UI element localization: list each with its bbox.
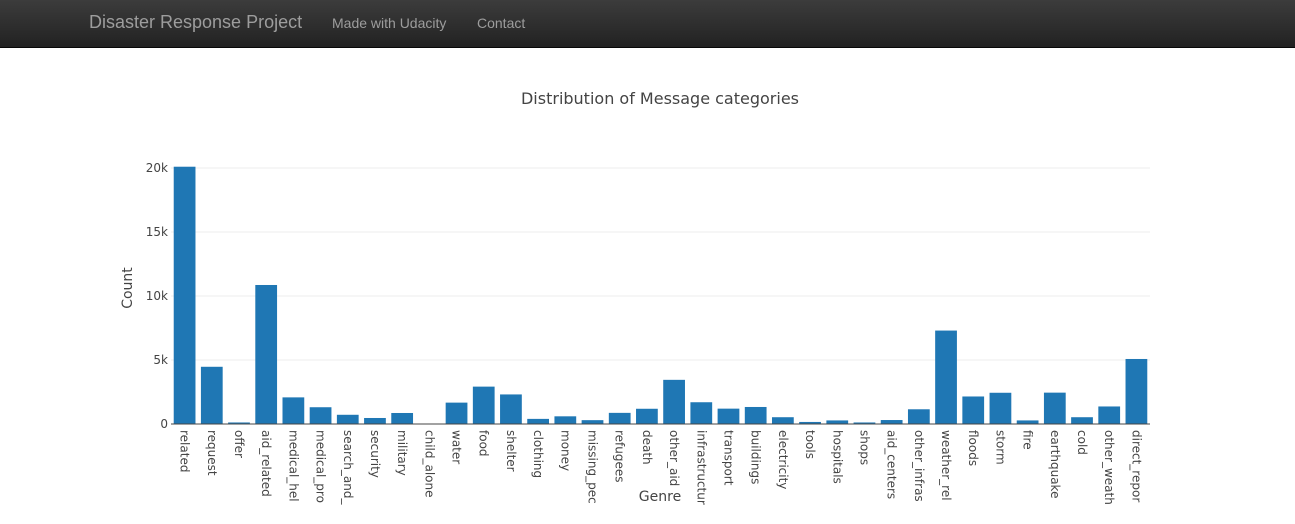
bar [799, 421, 821, 424]
bar [1125, 358, 1148, 424]
x-tick-label: search_and_ [341, 430, 355, 505]
nav-link-udacity[interactable]: Made with Udacity [332, 15, 447, 31]
x-tick-label: weather_rel [939, 430, 953, 501]
bar [771, 417, 794, 424]
x-tick-label: medical_pro [314, 430, 328, 503]
bar [255, 284, 278, 424]
x-tick-label: medical_hel [286, 430, 300, 502]
nav-link-contact[interactable]: Contact [477, 15, 526, 31]
bar [853, 422, 876, 424]
bar [527, 418, 550, 424]
x-tick-label: other_infras [912, 430, 926, 502]
x-tick-label: aid_centers [885, 430, 899, 499]
bar [472, 386, 495, 424]
bar [228, 422, 250, 424]
x-tick-label: child_alone [422, 430, 436, 498]
bar [282, 397, 305, 424]
bar [636, 408, 658, 424]
y-tick-label: 10k [146, 289, 168, 303]
x-tick-label: offer [232, 430, 246, 458]
navbar: Disaster Response Project Made with Udac… [0, 0, 1295, 48]
x-tick-label: earthquake [1048, 430, 1062, 498]
bar [935, 330, 957, 424]
bar [391, 412, 414, 424]
bar [581, 420, 604, 424]
bar [663, 379, 685, 424]
x-tick-label: clothing [531, 430, 545, 478]
bar [989, 392, 1012, 424]
x-tick-label: fire [1021, 430, 1035, 450]
x-tick-label: money [558, 430, 572, 471]
y-tick-label: 5k [153, 353, 168, 367]
bar [500, 394, 522, 424]
x-tick-label: floods [966, 430, 980, 466]
x-tick-label: other_aid [667, 430, 681, 486]
y-axis-title: Count [120, 267, 136, 309]
x-tick-label: direct_repor [1129, 430, 1143, 502]
bar [1098, 406, 1121, 424]
chart-title: Distribution of Message categories [521, 89, 799, 108]
bar [364, 417, 386, 424]
x-tick-label: shelter [504, 430, 518, 472]
bar [717, 408, 740, 424]
bar-chart: 0 5k 10k 15k 20k related request offer aid_relat… [120, 89, 1150, 505]
brand-link[interactable]: Disaster Response Project [89, 12, 303, 32]
x-tick-label: missing_pec [586, 430, 600, 504]
chart-container: 0 5k 10k 15k 20k related request offer aid_relat… [0, 48, 1295, 524]
bar [962, 396, 985, 424]
x-tick-label: other_weath [1102, 430, 1116, 505]
x-tick-label: cold [1075, 430, 1089, 455]
bar [554, 416, 577, 424]
x-tick-label: aid_related [259, 430, 273, 497]
x-tick-label: electricity [776, 430, 790, 489]
x-tick-label: buildings [749, 430, 763, 484]
bar [1043, 392, 1066, 424]
bar [880, 420, 903, 424]
x-axis-title: Genre [639, 489, 681, 505]
bar [445, 402, 468, 424]
y-tick-label: 15k [146, 225, 168, 239]
x-tick-label: military [395, 430, 409, 476]
x-tick-label: request [205, 430, 219, 476]
x-tick-label: tools [803, 430, 817, 459]
x-tick-label: food [477, 430, 491, 457]
bar [690, 402, 713, 424]
x-tick-label: transport [721, 430, 735, 486]
bar [1016, 420, 1039, 424]
x-tick-label: storm [993, 430, 1007, 465]
x-tick-label: shops [857, 430, 871, 465]
bar [608, 412, 631, 424]
bar [907, 409, 930, 424]
x-tick-label: related [178, 430, 192, 472]
bar [826, 420, 849, 424]
y-tick-label: 20k [146, 161, 168, 175]
x-tick-label: security [368, 430, 382, 478]
bar [200, 366, 223, 424]
x-tick-label: water [450, 430, 464, 464]
bar [336, 414, 359, 424]
y-tick-label: 0 [160, 417, 168, 431]
bar [1071, 417, 1093, 424]
bar [309, 407, 332, 424]
x-tick-label: infrastructur [694, 430, 708, 505]
x-tick-label: hospitals [830, 430, 844, 484]
bar [173, 166, 196, 424]
x-tick-label: death [640, 430, 654, 465]
bar [744, 406, 767, 424]
x-tick-label: refugees [613, 430, 627, 483]
